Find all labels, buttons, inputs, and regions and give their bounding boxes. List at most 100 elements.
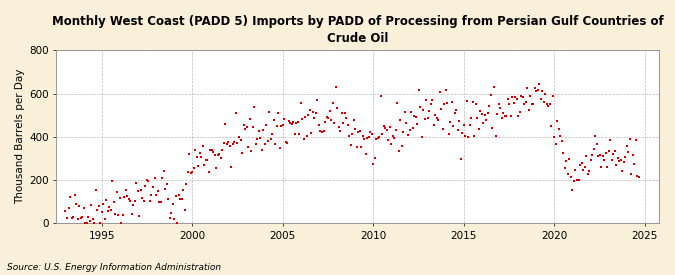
Point	[510, 95, 520, 99]
Point	[555, 134, 566, 138]
Point	[360, 152, 371, 156]
Point	[474, 127, 485, 131]
Point	[546, 123, 557, 128]
Point	[614, 159, 624, 163]
Point	[271, 124, 282, 128]
Point	[264, 110, 275, 114]
Point	[331, 106, 342, 110]
Point	[452, 128, 463, 133]
Point	[163, 196, 173, 201]
Point	[132, 189, 143, 193]
Point	[353, 130, 364, 134]
Point	[146, 192, 157, 197]
Point	[385, 124, 396, 129]
Point	[401, 121, 412, 125]
Point	[99, 216, 110, 221]
Point	[280, 140, 291, 144]
Point	[606, 158, 617, 162]
Point	[562, 172, 573, 177]
Point	[356, 145, 367, 149]
Point	[602, 165, 613, 169]
Point	[365, 130, 376, 134]
Point	[534, 82, 545, 86]
Point	[116, 221, 127, 225]
Point	[594, 153, 605, 157]
Point	[431, 115, 442, 120]
Point	[374, 135, 385, 139]
Point	[392, 101, 403, 105]
Point	[65, 195, 76, 199]
Point	[464, 123, 475, 127]
Point	[617, 169, 628, 173]
Point	[182, 170, 193, 175]
Point	[522, 86, 533, 90]
Point	[564, 157, 575, 161]
Point	[572, 177, 583, 182]
Point	[359, 136, 370, 141]
Point	[591, 141, 602, 146]
Point	[294, 132, 304, 136]
Point	[556, 138, 567, 143]
Point	[501, 114, 512, 119]
Point	[479, 112, 490, 117]
Point	[110, 212, 121, 216]
Point	[248, 105, 259, 109]
Point	[363, 134, 374, 139]
Point	[528, 102, 539, 106]
Point	[213, 153, 223, 158]
Point	[347, 132, 358, 136]
Point	[128, 203, 139, 207]
Point	[487, 126, 498, 130]
Point	[329, 121, 340, 125]
Point	[491, 112, 502, 116]
Point	[68, 215, 78, 219]
Point	[138, 199, 149, 204]
Point	[341, 116, 352, 120]
Point	[406, 110, 416, 115]
Point	[539, 100, 549, 104]
Point	[104, 205, 115, 209]
Point	[321, 115, 332, 119]
Point	[240, 126, 250, 131]
Point	[533, 88, 543, 93]
Point	[155, 200, 166, 205]
Point	[310, 111, 321, 115]
Point	[622, 144, 632, 148]
Point	[297, 117, 308, 122]
Point	[463, 135, 474, 139]
Point	[508, 101, 519, 106]
Point	[377, 132, 387, 136]
Point	[327, 101, 338, 105]
Point	[300, 114, 310, 119]
Point	[306, 131, 317, 136]
Point	[588, 147, 599, 151]
Point	[611, 163, 622, 167]
Point	[469, 133, 480, 138]
Point	[202, 158, 213, 162]
Point	[237, 151, 248, 155]
Point	[282, 141, 293, 145]
Point	[74, 204, 84, 208]
Point	[114, 196, 125, 200]
Point	[207, 148, 217, 152]
Point	[93, 204, 104, 208]
Point	[400, 110, 410, 114]
Point	[342, 123, 353, 128]
Point	[448, 124, 459, 128]
Point	[314, 123, 325, 127]
Point	[632, 174, 643, 178]
Point	[291, 121, 302, 125]
Point	[160, 187, 171, 192]
Point	[258, 128, 269, 133]
Point	[194, 151, 205, 155]
Point	[267, 131, 277, 136]
Point	[126, 212, 137, 217]
Point	[92, 208, 103, 212]
Point	[477, 112, 487, 116]
Point	[624, 137, 635, 141]
Point	[214, 152, 225, 156]
Point	[107, 178, 117, 183]
Point	[175, 197, 186, 201]
Point	[525, 94, 536, 98]
Point	[149, 176, 160, 181]
